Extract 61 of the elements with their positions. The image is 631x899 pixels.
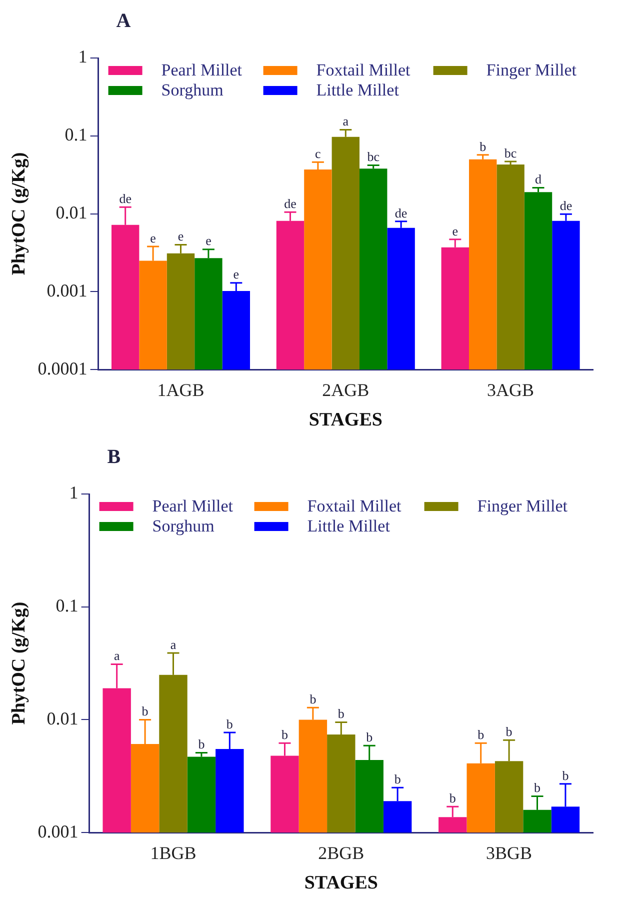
data-label: b: [366, 730, 373, 745]
legend-label: Finger Millet: [477, 496, 568, 516]
data-label: b: [338, 706, 344, 722]
legend-label: Foxtail Millet: [307, 496, 402, 516]
y-tick-label: 0.1: [64, 124, 88, 145]
data-label: bc: [504, 145, 517, 160]
data-label: de: [284, 196, 297, 212]
data-label: b: [281, 727, 288, 742]
data-label: bc: [367, 149, 380, 164]
data-label: de: [560, 198, 572, 214]
data-label: b: [480, 138, 486, 154]
data-label: de: [394, 205, 408, 220]
data-label: b: [478, 727, 484, 742]
y-tick-label: 0.001: [38, 821, 78, 842]
legend-label: Pearl Millet: [152, 496, 234, 516]
x-axis-title: STAGES: [308, 410, 382, 431]
data-label: b: [226, 716, 233, 732]
y-axis-title: PhytOC (g/Kg): [8, 602, 30, 725]
data-label: b: [310, 692, 316, 707]
legend-label: Sorghum: [152, 516, 214, 536]
legend-label: Foxtail Millet: [316, 60, 411, 80]
data-label: e: [150, 230, 156, 246]
data-label: de: [119, 190, 132, 206]
legend-label: Little Millet: [307, 516, 390, 536]
data-label: b: [506, 724, 512, 740]
data-label: a: [170, 636, 176, 652]
chart-title: B: [107, 446, 121, 468]
data-label: a: [114, 648, 120, 664]
data-label: e: [233, 266, 240, 282]
legend-label: Pearl Millet: [161, 60, 242, 80]
data-label: a: [342, 114, 349, 129]
x-tick-label: 2BGB: [318, 843, 364, 864]
data-label: e: [206, 233, 212, 248]
legend-label: Little Millet: [316, 80, 400, 100]
data-label: e: [452, 223, 458, 238]
data-label: d: [535, 172, 542, 187]
y-tick-label: 0.01: [56, 202, 88, 223]
x-tick-label: 1BGB: [150, 843, 196, 864]
y-tick-label: 0.001: [46, 280, 88, 300]
x-tick-label: 2AGB: [322, 380, 370, 400]
data-label: b: [562, 768, 569, 783]
y-tick-label: 1: [69, 482, 78, 503]
y-tick-label: 0.1: [56, 596, 78, 616]
data-label: b: [449, 790, 456, 806]
y-tick-label: 0.0001: [38, 358, 88, 378]
legend-label: Finger Millet: [486, 60, 577, 80]
data-label: e: [178, 228, 184, 244]
legend-label: Sorghum: [161, 80, 224, 100]
x-axis-title: STAGES: [304, 872, 378, 894]
data-label: b: [534, 780, 541, 796]
y-tick-label: 1: [78, 46, 88, 67]
y-axis-title: PhytOC (g/Kg): [8, 152, 30, 276]
x-tick-label: 3AGB: [487, 380, 534, 400]
data-label: c: [315, 146, 322, 162]
x-tick-label: 1AGB: [157, 380, 204, 400]
data-label: b: [394, 772, 401, 787]
y-tick-label: 0.01: [46, 708, 78, 728]
x-tick-label: 3BGB: [486, 843, 532, 864]
data-label: b: [142, 704, 148, 719]
data-label: b: [198, 736, 205, 752]
chart-title: A: [116, 10, 132, 32]
